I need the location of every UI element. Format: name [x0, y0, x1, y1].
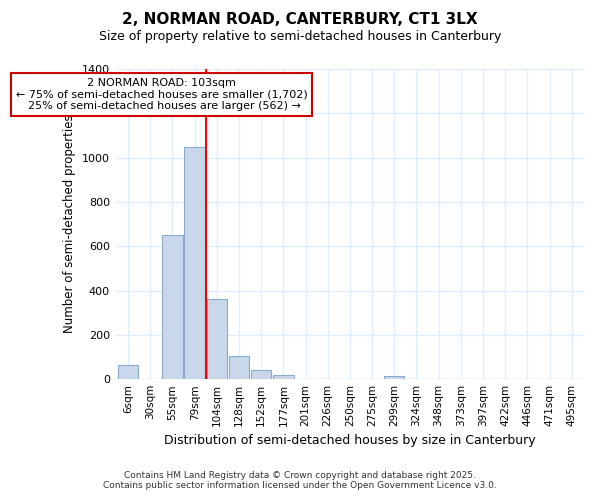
- Text: Size of property relative to semi-detached houses in Canterbury: Size of property relative to semi-detach…: [99, 30, 501, 43]
- Bar: [184, 146, 205, 379]
- Bar: [229, 356, 249, 379]
- X-axis label: Distribution of semi-detached houses by size in Canterbury: Distribution of semi-detached houses by …: [164, 434, 536, 448]
- Bar: [206, 300, 227, 379]
- Text: 2 NORMAN ROAD: 103sqm
← 75% of semi-detached houses are smaller (1,702)
  25% of: 2 NORMAN ROAD: 103sqm ← 75% of semi-deta…: [16, 78, 307, 111]
- Y-axis label: Number of semi-detached properties: Number of semi-detached properties: [63, 115, 76, 334]
- Bar: [384, 376, 404, 379]
- Text: Contains HM Land Registry data © Crown copyright and database right 2025.
Contai: Contains HM Land Registry data © Crown c…: [103, 470, 497, 490]
- Bar: [273, 374, 293, 379]
- Bar: [251, 370, 271, 379]
- Text: 2, NORMAN ROAD, CANTERBURY, CT1 3LX: 2, NORMAN ROAD, CANTERBURY, CT1 3LX: [122, 12, 478, 28]
- Bar: [118, 365, 139, 379]
- Bar: [162, 235, 182, 379]
